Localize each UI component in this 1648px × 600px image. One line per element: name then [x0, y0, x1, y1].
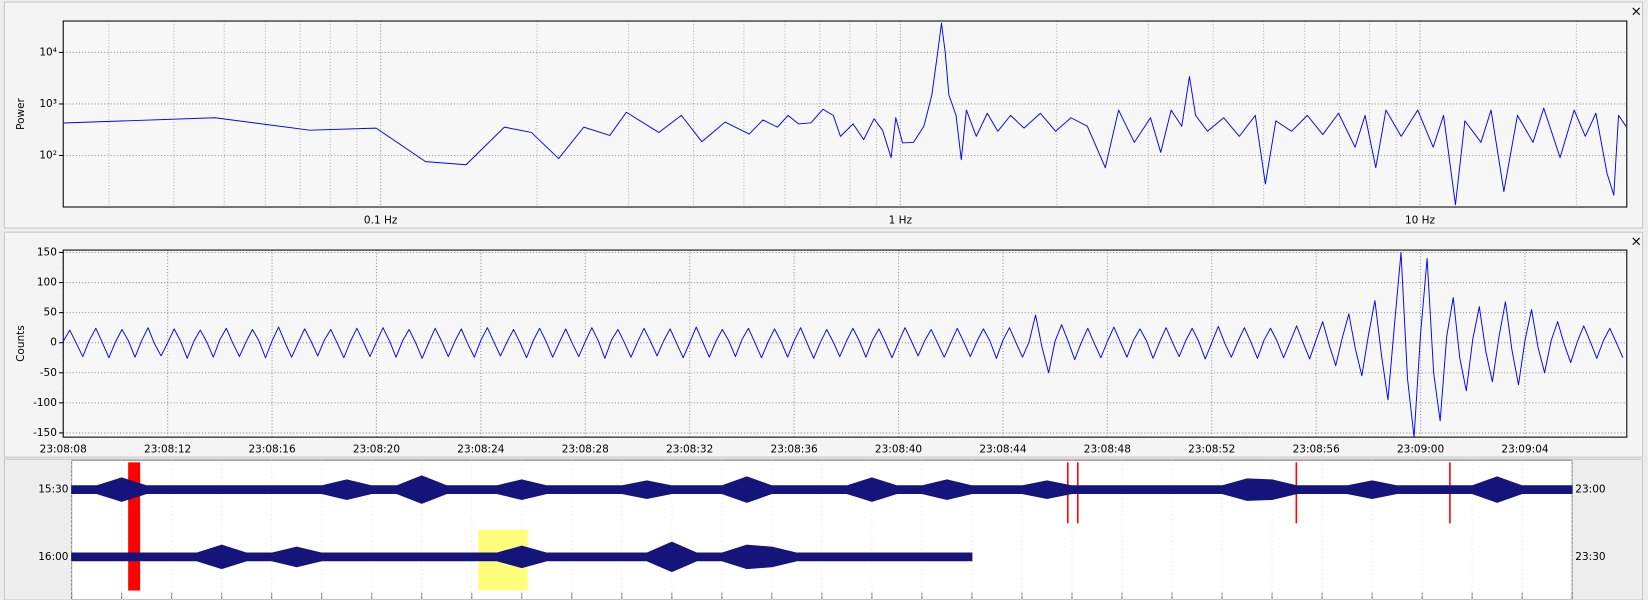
y-tick-label: 50	[44, 307, 57, 319]
x-tick-label: 23:08:20	[353, 444, 400, 456]
x-tick-label: 23:08:16	[248, 444, 295, 456]
y-tick-label: 10⁴	[39, 46, 57, 58]
x-tick-label: 10 Hz	[1405, 215, 1436, 227]
x-tick-label: 23:08:24	[457, 444, 504, 456]
y-tick-label: -150	[33, 427, 57, 439]
row-right-label: 23:00	[1575, 484, 1605, 496]
x-tick-label: 23:09:00	[1397, 444, 1444, 456]
close-button[interactable]: ×	[1631, 234, 1642, 250]
y-tick-label: 10³	[39, 98, 57, 110]
row-left-label: 16:00	[38, 551, 68, 563]
y-tick-label: 10²	[39, 149, 57, 161]
trace-envelope	[71, 541, 973, 558]
x-tick-label: 23:08:28	[562, 444, 609, 456]
plot-area	[71, 459, 1573, 600]
plot-area	[63, 21, 1627, 208]
x-tick-label: 23:08:36	[771, 444, 818, 456]
x-tick-label: 23:09:04	[1501, 444, 1548, 456]
data-line	[63, 22, 1627, 206]
y-axis-label: Counts	[15, 325, 27, 362]
y-tick-label: 150	[37, 246, 57, 258]
row-right-label: 23:30	[1575, 551, 1605, 563]
trace-envelope	[71, 556, 973, 573]
x-tick-label: 23:08:56	[1293, 444, 1340, 456]
x-tick-label: 0.1 Hz	[364, 215, 398, 227]
row-left-label: 15:30	[38, 484, 68, 496]
y-tick-label: -50	[40, 367, 57, 379]
x-tick-label: 23:08:40	[875, 444, 922, 456]
x-tick-label: 23:08:52	[1188, 444, 1235, 456]
data-line	[62, 252, 1624, 438]
x-tick-label: 23:08:08	[40, 444, 87, 456]
trace-envelope	[71, 489, 1573, 504]
y-tick-label: 100	[37, 277, 57, 289]
x-tick-label: 23:08:12	[144, 444, 191, 456]
y-tick-label: -100	[33, 397, 57, 409]
plot-border	[62, 20, 1628, 208]
x-tick-label: 23:08:44	[979, 444, 1026, 456]
trace-envelope	[71, 475, 1573, 491]
x-tick-label: 23:08:32	[666, 444, 713, 456]
y-axis-label: Power	[15, 97, 27, 129]
y-tick-label: 0	[50, 337, 57, 349]
x-tick-label: 1 Hz	[889, 215, 913, 227]
x-tick-label: 23:08:48	[1084, 444, 1131, 456]
close-button[interactable]: ×	[1631, 4, 1642, 20]
plot-border	[62, 249, 1628, 438]
